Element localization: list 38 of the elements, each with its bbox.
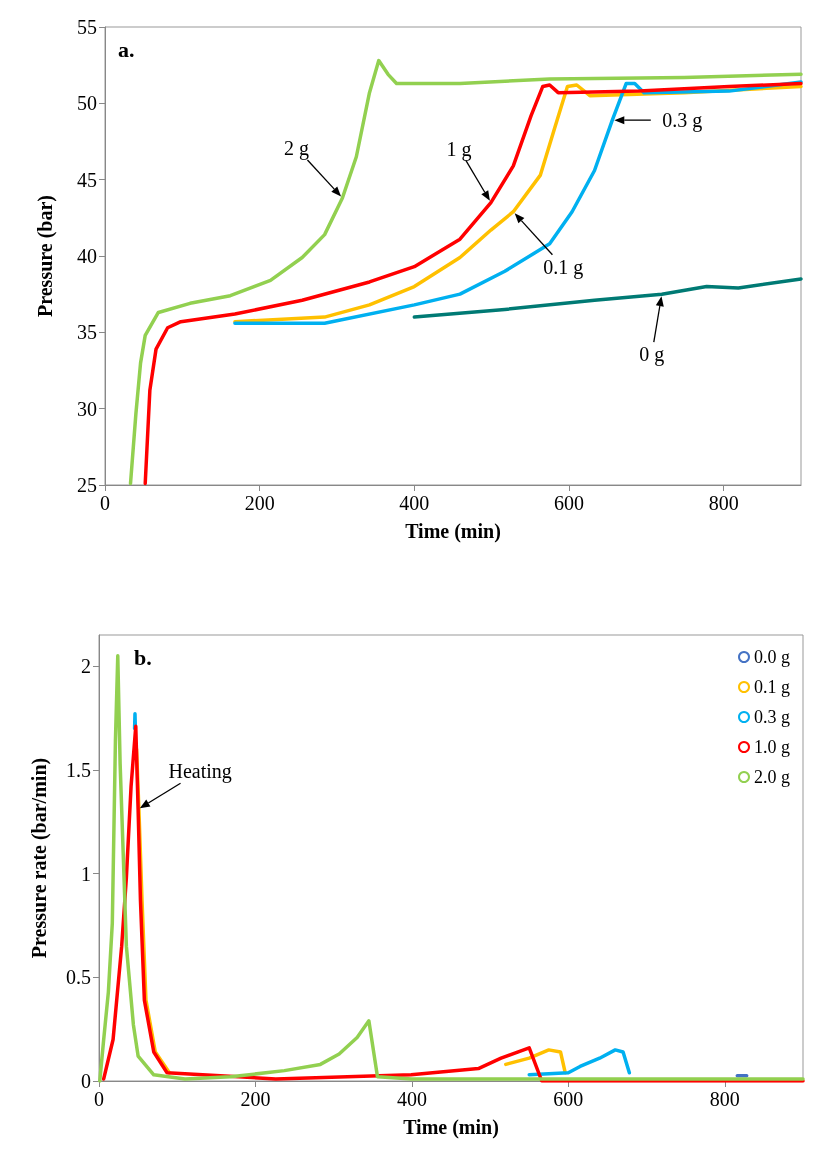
legend-label: 0.0 g: [754, 647, 790, 667]
x-tick-label: 400: [396, 1088, 427, 1110]
chart-title: b.: [134, 644, 152, 670]
x-tick-label: 200: [244, 492, 275, 514]
y-tick-label: 50: [77, 92, 97, 115]
x-tick-label: 400: [399, 492, 430, 514]
x-tick-label: 600: [553, 1088, 584, 1110]
annotation: 0 g: [639, 343, 665, 367]
legend-label: 0.3 g: [754, 707, 790, 727]
x-tick-label: 800: [709, 1088, 740, 1110]
x-tick-label: 800: [708, 492, 739, 514]
y-tick-label: 1: [81, 862, 91, 885]
y-tick-label: 0: [81, 1070, 91, 1092]
annotation: 1 g: [446, 137, 472, 161]
y-tick-label: 2: [81, 655, 91, 678]
x-axis-title: Time (min): [405, 520, 501, 543]
y-axis-title: Pressure (bar): [34, 194, 57, 318]
annotation: 0.1 g: [543, 255, 584, 279]
x-tick-label: 200: [240, 1088, 271, 1110]
annotation: 0.3 g: [662, 109, 703, 133]
y-tick-label: 0.5: [66, 966, 91, 989]
y-tick-label: 25: [77, 474, 97, 496]
y-tick-label: 40: [77, 245, 97, 267]
y-tick-label: 1.5: [66, 758, 91, 781]
y-tick-label: 55: [77, 16, 97, 38]
legend-label: 2.0 g: [754, 767, 790, 787]
y-tick-label: 30: [77, 397, 97, 420]
legend-label: 0.1 g: [754, 677, 790, 697]
x-tick-label: 600: [554, 492, 584, 514]
annotation: 2 g: [283, 136, 309, 160]
line-series: [412, 277, 803, 319]
y-axis-title: Pressure rate (bar/min): [28, 757, 51, 959]
y-tick-label: 45: [77, 168, 97, 191]
x-axis-title: Time (min): [403, 1116, 499, 1139]
legend-label: 1.0 g: [754, 737, 790, 757]
chart-title: a.: [118, 36, 135, 62]
annotation: Heating: [168, 760, 232, 784]
y-tick-label: 35: [77, 321, 97, 344]
